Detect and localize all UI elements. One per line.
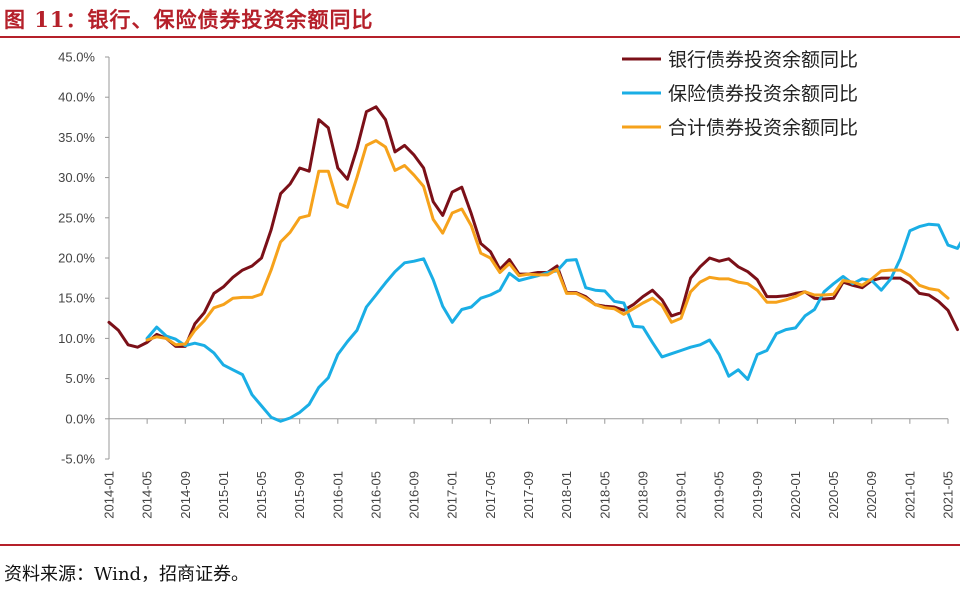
y-tick-label: 5.0% xyxy=(65,371,95,386)
y-tick-label: 20.0% xyxy=(58,251,95,266)
x-tick-label: 2014-05 xyxy=(140,471,155,519)
x-tick-label: 2018-09 xyxy=(635,471,650,519)
y-tick-label: -5.0% xyxy=(61,452,95,467)
title-divider xyxy=(0,36,960,38)
x-tick-label: 2018-05 xyxy=(597,471,612,519)
series-layer xyxy=(107,105,960,423)
series-line-2 xyxy=(145,222,960,423)
x-tick-label: 2019-09 xyxy=(750,471,765,519)
x-tick-label: 2020-09 xyxy=(864,471,879,519)
y-tick-label: 0.0% xyxy=(65,411,95,426)
x-tick-label: 2021-01 xyxy=(902,471,917,519)
y-tick-label: 45.0% xyxy=(58,50,95,65)
footer-divider xyxy=(0,544,960,546)
y-tick-label: 40.0% xyxy=(58,90,95,105)
x-axis: 2014-01 2014-05 2014-09 2015-01 2015-05 2015-… xyxy=(102,418,956,519)
legend-label: 保险债券投资余额同比 xyxy=(668,83,858,105)
x-tick-label: 2020-05 xyxy=(826,471,841,519)
y-tick-label: 15.0% xyxy=(58,291,95,306)
x-tick-label: 2017-05 xyxy=(483,471,498,519)
figure-title: 图 11：银行、保险债券投资余额同比 xyxy=(4,7,374,32)
line-chart: -5.0% 0.0% 5.0% 10.0% 15.0% 20.0% 25.0% 30.0% 35… xyxy=(58,49,960,519)
x-tick-label: 2017-01 xyxy=(445,471,460,519)
x-tick-label: 2014-01 xyxy=(102,471,117,519)
x-tick-label: 2020-01 xyxy=(788,471,803,519)
x-tick-label: 2019-01 xyxy=(674,471,689,519)
x-tick-label: 2016-05 xyxy=(368,471,383,519)
y-tick-label: 25.0% xyxy=(58,210,95,225)
x-tick-label: 2016-09 xyxy=(407,471,422,519)
x-tick-label: 2019-05 xyxy=(712,471,727,519)
x-tick-label: 2015-09 xyxy=(292,471,307,519)
x-tick-label: 2021-05 xyxy=(941,471,956,519)
x-tick-label: 2014-09 xyxy=(178,471,193,519)
x-tick-label: 2017-09 xyxy=(521,471,536,519)
legend-label: 合计债券投资余额同比 xyxy=(668,117,858,139)
y-tick-label: 30.0% xyxy=(58,170,95,185)
source-note: 资料来源：Wind，招商证券。 xyxy=(4,564,250,585)
figure-header: 图 11：银行、保险债券投资余额同比 xyxy=(0,0,960,38)
x-tick-label: 2018-01 xyxy=(559,471,574,519)
y-tick-label: 10.0% xyxy=(58,331,95,346)
x-tick-label: 2015-01 xyxy=(216,471,231,519)
x-tick-label: 2015-05 xyxy=(254,471,269,519)
series-line-3 xyxy=(145,139,950,347)
series-line-1 xyxy=(107,105,959,349)
x-tick-label: 2016-01 xyxy=(330,471,345,519)
y-tick-label: 35.0% xyxy=(58,130,95,145)
y-axis: -5.0% 0.0% 5.0% 10.0% 15.0% 20.0% 25.0% 30.0% 35… xyxy=(58,50,110,467)
legend-label: 银行债券投资余额同比 xyxy=(668,49,858,71)
